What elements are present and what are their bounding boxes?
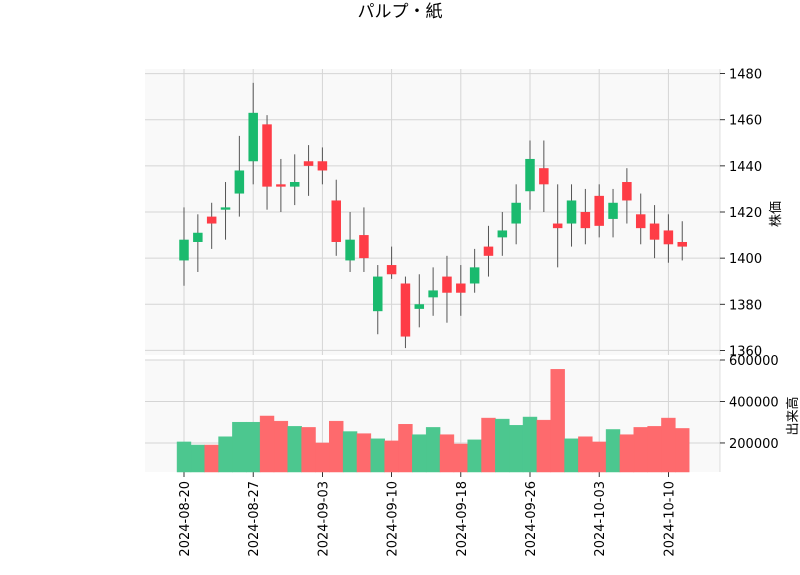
candle-body <box>456 283 466 293</box>
candle-body <box>276 184 286 187</box>
volume-bar <box>550 369 565 473</box>
candle-body <box>414 304 425 309</box>
candle-body <box>262 124 272 187</box>
candle-body <box>552 223 563 229</box>
candle-body <box>373 276 383 312</box>
price-tick-label: 1480 <box>729 68 762 83</box>
candle-body <box>580 212 591 229</box>
candle-body <box>206 216 217 224</box>
volume-tick-label: 400000 <box>729 395 779 410</box>
volume-bar <box>619 434 635 473</box>
candle-body <box>483 246 494 256</box>
candle-body <box>400 283 411 337</box>
candle-body <box>303 161 314 166</box>
candle-body <box>317 161 328 171</box>
candle-body <box>649 223 660 240</box>
volume-bar <box>522 416 538 473</box>
volume-bar <box>176 441 192 473</box>
candle-body <box>359 235 369 259</box>
candle-body <box>248 112 258 162</box>
price-tick-label: 1440 <box>729 160 762 175</box>
volume-bar <box>578 436 593 473</box>
candle-body <box>608 202 618 219</box>
volume-bar <box>259 415 275 473</box>
volume-bar <box>467 439 482 473</box>
candle-body <box>345 239 355 261</box>
volume-bar <box>675 428 690 473</box>
price-tick-label: 1460 <box>729 114 762 129</box>
candle-body <box>234 170 245 194</box>
x-tick-label: 2024-10-03 <box>593 481 608 557</box>
volume-bar <box>246 421 261 473</box>
price-tick-label: 1420 <box>729 206 762 221</box>
volume-bar <box>425 427 441 473</box>
volume-tick-label: 200000 <box>729 437 779 452</box>
candle-body <box>511 202 521 224</box>
candle-body <box>331 200 341 242</box>
volume-bar <box>329 420 344 473</box>
volume-tick-label: 600000 <box>729 354 779 369</box>
candle-body <box>663 230 674 245</box>
candle-body <box>428 290 438 298</box>
volume-bar <box>564 438 579 473</box>
volume-axis-label: 出来高 <box>785 396 800 435</box>
volume-bar <box>439 434 455 473</box>
volume-bar <box>481 417 496 473</box>
chart-title: パルプ・紙 <box>358 2 443 22</box>
volume-bar <box>605 429 621 473</box>
volume-bar <box>232 421 247 473</box>
candle-body <box>497 230 508 238</box>
candle-body <box>566 200 577 224</box>
volume-bar <box>356 433 372 473</box>
volume-bar <box>508 425 524 473</box>
volume-bar <box>536 419 552 473</box>
volume-bar <box>301 427 316 473</box>
volume-bar <box>342 431 358 473</box>
volume-bar <box>370 438 385 473</box>
x-tick-label: 2024-08-27 <box>247 481 262 557</box>
volume-bar <box>273 420 289 473</box>
volume-bar <box>412 434 427 473</box>
x-tick-label: 2024-09-03 <box>316 481 331 557</box>
x-tick-label: 2024-09-10 <box>386 481 401 557</box>
x-tick-label: 2024-09-26 <box>524 481 539 557</box>
candle-body <box>525 158 535 192</box>
price-panel: 1360 1380 1400 1420 1440 1460 1480 <box>145 68 762 359</box>
candle-body <box>594 195 604 226</box>
candle-body <box>635 214 646 229</box>
candle-body <box>677 241 687 247</box>
x-tick-label: 2024-10-10 <box>662 481 677 557</box>
candle-body <box>469 267 480 284</box>
volume-bar <box>592 441 607 473</box>
candle-body <box>539 168 549 185</box>
volume-bar <box>633 427 648 473</box>
price-tick-label: 1400 <box>729 252 762 267</box>
volume-bar <box>315 442 330 473</box>
price-axis-label: 株価 <box>769 201 784 227</box>
volume-bar <box>287 426 302 473</box>
volume-bar <box>398 424 413 473</box>
candle-body <box>220 207 231 210</box>
volume-bar <box>218 436 233 473</box>
volume-bar <box>384 440 399 473</box>
candle-body <box>179 239 189 261</box>
x-tick-label: 2024-09-18 <box>455 481 470 557</box>
volume-bar <box>647 426 662 473</box>
price-tick-label: 1380 <box>729 298 762 313</box>
price-tick-label: 1360 <box>729 344 762 359</box>
volume-bar <box>495 418 510 473</box>
candle-body <box>386 265 397 275</box>
candle-body <box>622 182 632 201</box>
candle-body <box>289 182 300 187</box>
volume-bar <box>204 444 219 473</box>
candle-body <box>442 276 452 293</box>
volume-bar <box>453 443 469 473</box>
volume-bar <box>190 444 206 473</box>
volume-panel: 2024-08-20 2024-08-27 2024-09-03 2024-09-10… <box>145 354 779 557</box>
candle-body <box>193 232 203 242</box>
volume-bar <box>661 417 676 473</box>
x-tick-label: 2024-08-20 <box>178 481 193 557</box>
